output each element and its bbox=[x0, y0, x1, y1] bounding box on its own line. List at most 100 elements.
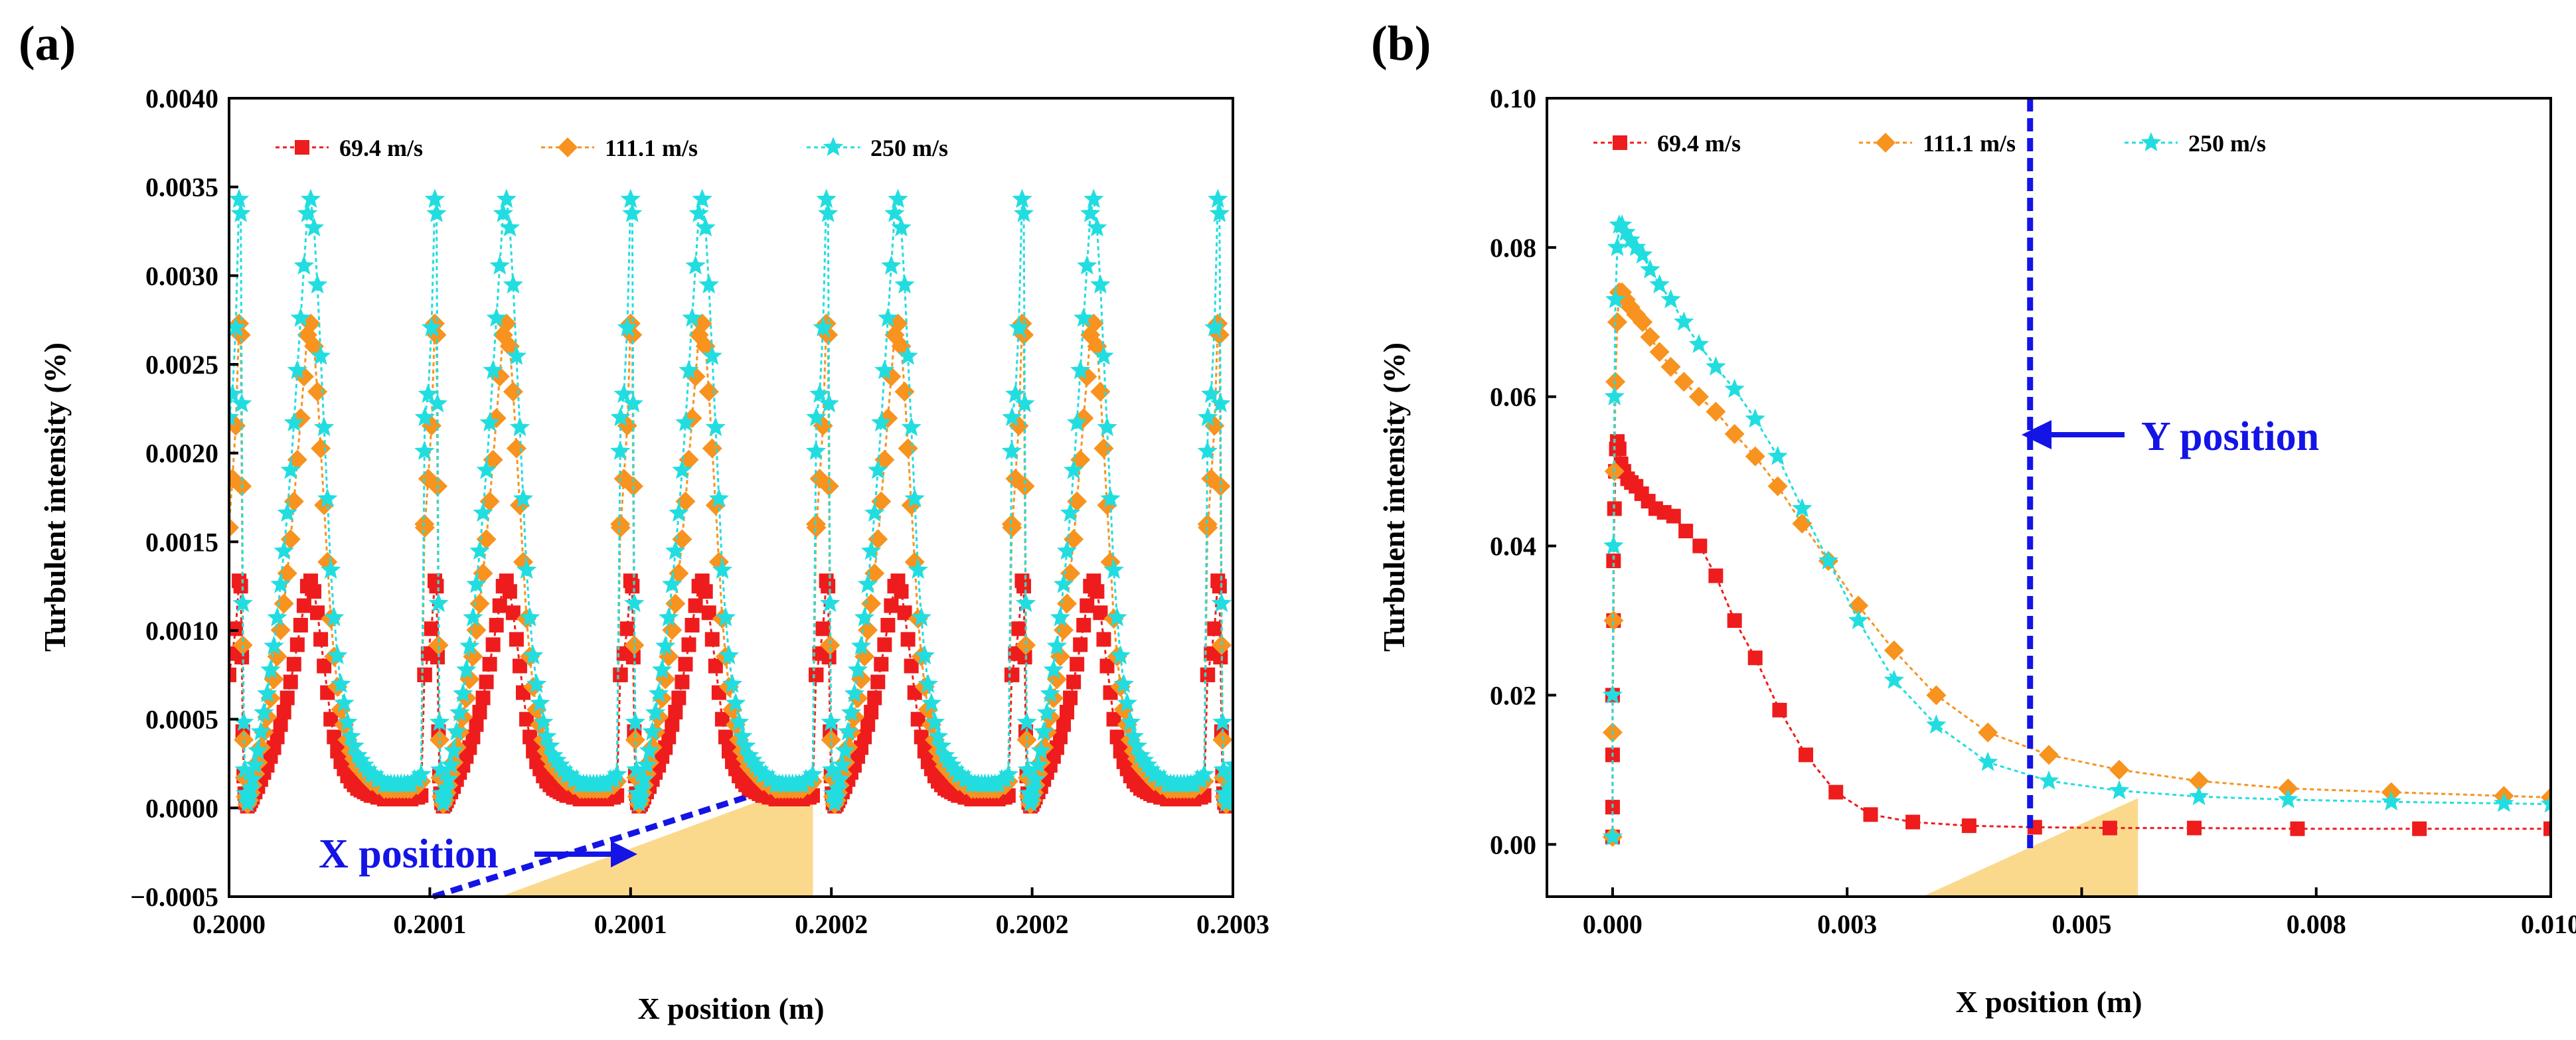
panel-a-series-3-point bbox=[436, 778, 457, 798]
y-position-annotation: Y position bbox=[2141, 414, 2319, 459]
panel-a-series-3-point bbox=[1017, 759, 1038, 779]
panel-a-series-3-point bbox=[357, 759, 378, 779]
panel-b-legend-marker bbox=[1613, 135, 1627, 150]
panel-a-series-3-point bbox=[449, 702, 470, 721]
panel-a-series-3-point bbox=[229, 188, 250, 208]
panel-b-series-3-point bbox=[1605, 289, 1626, 309]
panel-a-wedge bbox=[500, 781, 813, 897]
panel-a-series-3-point bbox=[832, 754, 852, 774]
panel-a-series-3-point bbox=[934, 745, 955, 765]
panel-b-annotation: Y position bbox=[2022, 414, 2319, 459]
panel-a-x-tick-label: 0.2002 bbox=[795, 909, 868, 939]
panel-a-series-3-point bbox=[236, 782, 256, 802]
panel-a-series-2-point bbox=[506, 438, 526, 459]
panel-a-series-2-point bbox=[1067, 491, 1087, 512]
panel-a-series-3-point bbox=[642, 721, 663, 741]
panel-a-series-3-point bbox=[1084, 188, 1104, 208]
panel-b-series-2-point bbox=[1706, 402, 1726, 422]
panel-a-x-position-line bbox=[432, 773, 814, 900]
panel-a-series-1-point bbox=[313, 632, 329, 647]
panel-a-series-2-point bbox=[820, 635, 841, 656]
panel-b-y-tick-label: 0.00 bbox=[1490, 830, 1536, 859]
panel-a-series-3-point bbox=[287, 360, 307, 380]
panel-b-series-3-point bbox=[1660, 289, 1681, 309]
panel-a-y-tick-label: 0.0000 bbox=[145, 793, 218, 823]
panel-a-series-1-point bbox=[668, 704, 683, 719]
panel-a-ticks: 0.2000 0.2001 0.2001 0.2002 0.2002 0.2003 −0.0… bbox=[130, 84, 1269, 939]
panel-a-series-3-point bbox=[829, 769, 850, 788]
panel-b-series-2-point bbox=[1649, 342, 1670, 362]
panel-a-series-1-point bbox=[424, 621, 439, 636]
panel-a-series-3-point bbox=[506, 345, 527, 365]
panel-a-series-1-point bbox=[492, 598, 507, 613]
panel-a-x-tick-label: 0.2000 bbox=[193, 909, 266, 939]
panel-b-ticks: 0.000 0.003 0.005 0.008 0.010 0.00 0.02 0.04 0.0… bbox=[1490, 84, 2576, 939]
panel-a-series-1-point bbox=[867, 690, 882, 706]
panel-a-series-1-point bbox=[1109, 729, 1125, 745]
panel-a-series-3-point bbox=[283, 412, 304, 431]
panel-a-series-3-point bbox=[624, 593, 645, 613]
panel-a-series-3-point bbox=[1208, 188, 1228, 208]
panel-b-series-3-point bbox=[1615, 222, 1636, 242]
panel-a-series-3-point bbox=[682, 307, 702, 327]
panel-a-series-3-point bbox=[806, 407, 827, 427]
panel-a-series-1-point bbox=[1213, 650, 1228, 665]
panel-a-series-3-point bbox=[1008, 317, 1029, 336]
panel-b-series-3-point bbox=[1792, 498, 1812, 518]
panel-a-series-3-point bbox=[908, 559, 928, 579]
panel-b-series-3-point bbox=[1674, 311, 1694, 331]
panel-a-series-3-point bbox=[428, 593, 449, 613]
panel-b-series-2-point bbox=[1633, 312, 1653, 333]
panel-a-series-3-point bbox=[496, 188, 517, 208]
panel-a-series-3-point bbox=[695, 217, 716, 237]
panel-b-x-tick-label: 0.003 bbox=[1817, 909, 1877, 939]
panel-a-series-3-point bbox=[715, 607, 736, 627]
panel-a-series-3-point bbox=[1087, 217, 1107, 237]
panel-a-series-3-point bbox=[705, 417, 726, 437]
panel-a-series-3-point bbox=[499, 217, 521, 237]
panel-b-series-1-point bbox=[1606, 554, 1621, 569]
panel-a-series-1-point bbox=[718, 729, 733, 745]
panel-b-series-2-point bbox=[1674, 372, 1694, 392]
panel-b-series-3-point bbox=[1632, 244, 1653, 263]
panel-a-series-3-point bbox=[888, 188, 908, 208]
panel-a-series-2-point bbox=[1210, 476, 1231, 496]
panel-a-series-3-point bbox=[473, 502, 493, 522]
panel-a-series-3-point bbox=[918, 674, 939, 693]
panel-a-series-1-point bbox=[293, 617, 308, 632]
panel-a-series-3-point bbox=[1204, 317, 1225, 336]
panel-a-series-3-point bbox=[250, 721, 272, 741]
panel-a-series-3-point bbox=[958, 769, 979, 788]
panel-b-legend-label: 250 m/s bbox=[2188, 130, 2266, 157]
x-position-arrow-head bbox=[611, 841, 637, 867]
panel-b-series-3-point bbox=[1649, 274, 1670, 293]
panel-a-series-3-point bbox=[623, 393, 643, 413]
panel-b-series-2-point bbox=[2189, 771, 2210, 791]
panel-a-series-1-point bbox=[625, 579, 640, 594]
panel-a-series-3-point bbox=[290, 307, 311, 327]
panel-a-series-1-point bbox=[1093, 605, 1108, 621]
panel-b-series-3-point bbox=[1688, 334, 1710, 353]
panel-a-series-1-point bbox=[310, 605, 325, 621]
panel-a-series-1-point bbox=[1060, 704, 1075, 719]
panel-a-series-1-point bbox=[894, 584, 909, 599]
panel-a-series-3-point bbox=[486, 307, 507, 327]
panel-b-series-1-point bbox=[2102, 820, 2117, 836]
panel-a: 0.2000 0.2001 0.2001 0.2002 0.2002 0.2003 −0.0… bbox=[38, 84, 1269, 1025]
panel-a-series-3-point bbox=[850, 635, 872, 655]
panel-a-series-3-point bbox=[749, 759, 769, 779]
panel-a-series-1-point bbox=[276, 704, 291, 719]
panel-a-series-3-point bbox=[1210, 393, 1231, 413]
panel-a-series-2-point bbox=[868, 529, 888, 550]
panel-a-series-3-point bbox=[1154, 769, 1174, 788]
panel-b-series-3-point bbox=[1602, 684, 1623, 704]
panel-a-series-3-point bbox=[847, 659, 868, 679]
panel-a-series-3-point bbox=[426, 202, 447, 222]
panel-a-series-2-point bbox=[610, 517, 631, 538]
panel-a-series-3-point bbox=[1097, 417, 1117, 437]
panel-a-series-3-point bbox=[645, 702, 666, 721]
panel-a-series-3-point bbox=[688, 202, 709, 222]
panel-a-series-3-point bbox=[844, 683, 865, 703]
panel-a-wedge-layer bbox=[432, 773, 814, 900]
panel-b-series-2-point bbox=[2278, 778, 2298, 798]
